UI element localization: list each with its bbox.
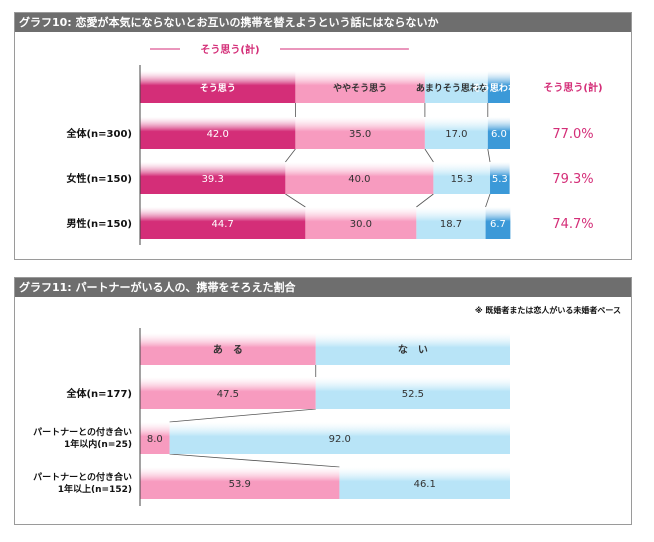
- category-label: 全体(n=177): [65, 387, 132, 400]
- legend-label: あ る: [213, 343, 243, 356]
- data-label: 30.0: [350, 219, 372, 230]
- bar-segment-2: [433, 162, 491, 194]
- connector-line: [485, 193, 491, 208]
- bar-segment-0: [140, 377, 316, 409]
- bar-segment-2: [424, 117, 488, 149]
- data-label: 47.5: [217, 389, 239, 400]
- summary-value: 77.0%: [552, 127, 593, 142]
- legend-cell-2: [424, 71, 488, 103]
- legend-label: な い: [398, 344, 428, 356]
- category-label: 男性(n=150): [66, 217, 132, 230]
- data-label: 6.0: [491, 129, 507, 140]
- legend-cell-0: [140, 333, 316, 365]
- data-label: 8.0: [147, 434, 163, 445]
- bar-segment-0: [140, 422, 170, 454]
- bar-segment-3: [485, 207, 511, 239]
- data-label: 17.0: [445, 129, 467, 140]
- bar-segment-0: [140, 467, 340, 499]
- bar-segment-0: [140, 162, 286, 194]
- summary-value: 74.7%: [552, 217, 593, 232]
- data-label: 15.3: [451, 174, 473, 185]
- category-label: パートナーとの付き合い: [33, 426, 132, 438]
- data-label: 44.7: [212, 219, 234, 230]
- bar-segment-2: [416, 207, 486, 239]
- connector-line: [285, 193, 306, 208]
- data-label: 92.0: [329, 434, 351, 445]
- bar-segment-1: [285, 162, 434, 194]
- data-label: 5.3: [492, 174, 508, 185]
- summary-header: そう思う(計): [543, 81, 602, 94]
- chart-10-title: グラフ10: 恋愛が本気にならないとお互いの携帯を替えようという話にはならないか: [15, 13, 631, 32]
- chart-panel-11: グラフ11: パートナーがいる人の、携帯をそろえた割合 ※ 既婚者または恋人がい…: [14, 277, 632, 525]
- legend-cell-1: [315, 333, 510, 365]
- category-label: 女性(n=150): [66, 172, 132, 185]
- data-label: 42.0: [207, 129, 229, 140]
- connector-line: [169, 453, 340, 468]
- legend-label: ややそう思う: [333, 83, 387, 94]
- connector-line: [169, 408, 316, 423]
- category-label: パートナーとの付き合い: [33, 471, 132, 483]
- category-label: 1年以上(n=152): [58, 483, 132, 495]
- legend-cell-1: [295, 71, 425, 103]
- category-label: 全体(n=300): [65, 127, 132, 140]
- bar-segment-1: [315, 377, 510, 409]
- bar-segment-3: [487, 117, 510, 149]
- data-label: 18.7: [440, 219, 462, 230]
- summary-value: 79.3%: [552, 172, 593, 187]
- connector-line: [487, 148, 491, 163]
- legend-label: そう思わない: [472, 83, 526, 94]
- connector-line: [416, 193, 434, 208]
- base-note: ※ 既婚者または恋人がいる未婚者ベース: [475, 305, 621, 315]
- bar-segment-1: [295, 117, 425, 149]
- group-bracket-label: そう思う(計): [200, 43, 259, 56]
- data-label: 40.0: [348, 174, 370, 185]
- data-label: 46.1: [414, 479, 436, 490]
- connector-line: [424, 148, 434, 163]
- legend-label: あまりそう思わない: [416, 83, 497, 94]
- bar-segment-1: [305, 207, 417, 239]
- bar-segment-1: [339, 467, 510, 499]
- legend-cell-3: [487, 71, 510, 103]
- legend-label: そう思う: [200, 83, 236, 94]
- category-label: 1年以内(n=25): [64, 438, 132, 450]
- chart-11-title: グラフ11: パートナーがいる人の、携帯をそろえた割合: [15, 278, 631, 297]
- chart-panel-10: グラフ10: 恋愛が本気にならないとお互いの携帯を替えようという話にはならないか…: [14, 12, 632, 260]
- data-label: 6.7: [490, 219, 506, 230]
- data-label: 39.3: [202, 174, 224, 185]
- data-label: 52.5: [402, 389, 424, 400]
- bar-segment-1: [169, 422, 510, 454]
- connector-line: [285, 148, 296, 163]
- data-label: 53.9: [229, 479, 251, 490]
- bar-segment-0: [140, 117, 296, 149]
- legend-cell-0: [140, 71, 296, 103]
- data-label: 35.0: [349, 129, 371, 140]
- bar-segment-3: [490, 162, 510, 194]
- bar-segment-0: [140, 207, 306, 239]
